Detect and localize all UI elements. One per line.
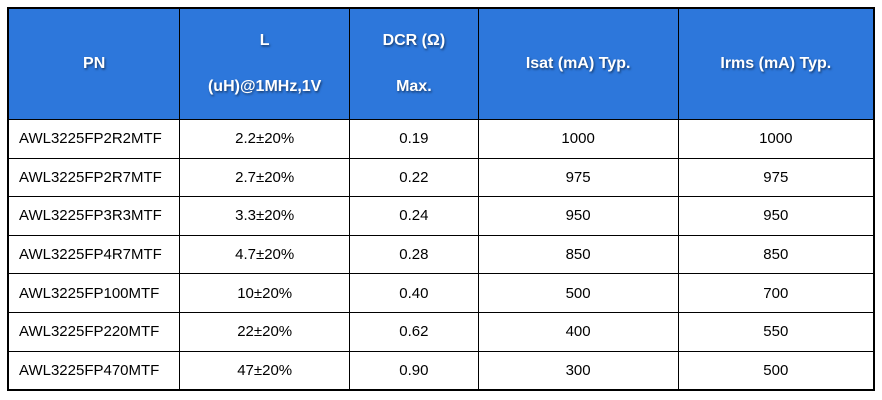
cell-l: 2.7±20% (179, 157, 351, 198)
cell-irms: 550 (677, 311, 875, 352)
cell-l: 2.2±20% (179, 119, 351, 159)
spec-table-header: PN L (uH)@1MHz,1V DCR (Ω) Max. Isat (mA) Typ.… (7, 7, 875, 120)
cell-isat: 300 (477, 350, 679, 391)
cell-isat: 1000 (477, 119, 679, 159)
cell-l: 22±20% (179, 311, 351, 352)
cell-dcr: 0.40 (349, 273, 479, 313)
column-header-l: L (uH)@1MHz,1V (179, 7, 351, 120)
column-header-lines: L (uH)@1MHz,1V (180, 32, 349, 96)
table-row: AWL3225FP2R7MTF 2.7±20% 0.22 975 975 (7, 157, 875, 198)
column-header-label: L (259, 32, 270, 49)
cell-dcr: 0.28 (349, 234, 479, 275)
table-row: AWL3225FP100MTF 10±20% 0.40 500 700 (7, 273, 875, 313)
cell-l: 10±20% (179, 273, 351, 313)
cell-pn: AWL3225FP100MTF (7, 273, 181, 313)
cell-dcr: 0.19 (349, 119, 479, 159)
cell-l: 47±20% (179, 350, 351, 391)
column-header-label: PN (83, 55, 106, 72)
cell-irms: 1000 (677, 119, 875, 159)
cell-pn: AWL3225FP2R7MTF (7, 157, 181, 198)
table-row: AWL3225FP220MTF 22±20% 0.62 400 550 (7, 311, 875, 352)
table-row: AWL3225FP3R3MTF 3.3±20% 0.24 950 950 (7, 196, 875, 236)
header-row: PN L (uH)@1MHz,1V DCR (Ω) Max. Isat (mA) Typ.… (7, 7, 875, 120)
column-header-lines: Irms (mA) Typ. (679, 55, 873, 73)
column-header-label: Irms (mA) Typ. (720, 55, 832, 72)
cell-pn: AWL3225FP470MTF (7, 350, 181, 391)
cell-isat: 400 (477, 311, 679, 352)
column-header-dcr: DCR (Ω) Max. (349, 7, 479, 120)
cell-l: 4.7±20% (179, 234, 351, 275)
cell-isat: 950 (477, 196, 679, 236)
cell-isat: 975 (477, 157, 679, 198)
column-header-label: Isat (mA) Typ. (525, 55, 631, 72)
column-header-label: (uH)@1MHz,1V (207, 78, 322, 95)
cell-irms: 700 (677, 273, 875, 313)
cell-dcr: 0.24 (349, 196, 479, 236)
spec-table-body: AWL3225FP2R2MTF 2.2±20% 0.19 1000 1000 AWL322… (7, 119, 875, 391)
cell-dcr: 0.22 (349, 157, 479, 198)
column-header-lines: PN (9, 55, 179, 73)
column-header-lines: DCR (Ω) Max. (350, 32, 478, 96)
table-row: AWL3225FP2R2MTF 2.2±20% 0.19 1000 1000 (7, 119, 875, 159)
column-header-label: Max. (396, 78, 432, 95)
inductor-spec-table: PN L (uH)@1MHz,1V DCR (Ω) Max. Isat (mA) Typ.… (7, 7, 875, 392)
cell-isat: 850 (477, 234, 679, 275)
cell-pn: AWL3225FP3R3MTF (7, 196, 181, 236)
cell-irms: 975 (677, 157, 875, 198)
cell-pn: AWL3225FP220MTF (7, 311, 181, 352)
column-header-pn: PN (7, 7, 181, 120)
cell-dcr: 0.62 (349, 311, 479, 352)
cell-pn: AWL3225FP4R7MTF (7, 234, 181, 275)
cell-irms: 950 (677, 196, 875, 236)
cell-l: 3.3±20% (179, 196, 351, 236)
cell-irms: 500 (677, 350, 875, 391)
column-header-isat: Isat (mA) Typ. (477, 7, 679, 120)
table-row: AWL3225FP4R7MTF 4.7±20% 0.28 850 850 (7, 234, 875, 275)
column-header-label: DCR (Ω) (382, 32, 446, 49)
cell-irms: 850 (677, 234, 875, 275)
column-header-lines: Isat (mA) Typ. (479, 55, 678, 73)
cell-isat: 500 (477, 273, 679, 313)
cell-pn: AWL3225FP2R2MTF (7, 119, 181, 159)
cell-dcr: 0.90 (349, 350, 479, 391)
table-row: AWL3225FP470MTF 47±20% 0.90 300 500 (7, 350, 875, 391)
column-header-irms: Irms (mA) Typ. (677, 7, 875, 120)
